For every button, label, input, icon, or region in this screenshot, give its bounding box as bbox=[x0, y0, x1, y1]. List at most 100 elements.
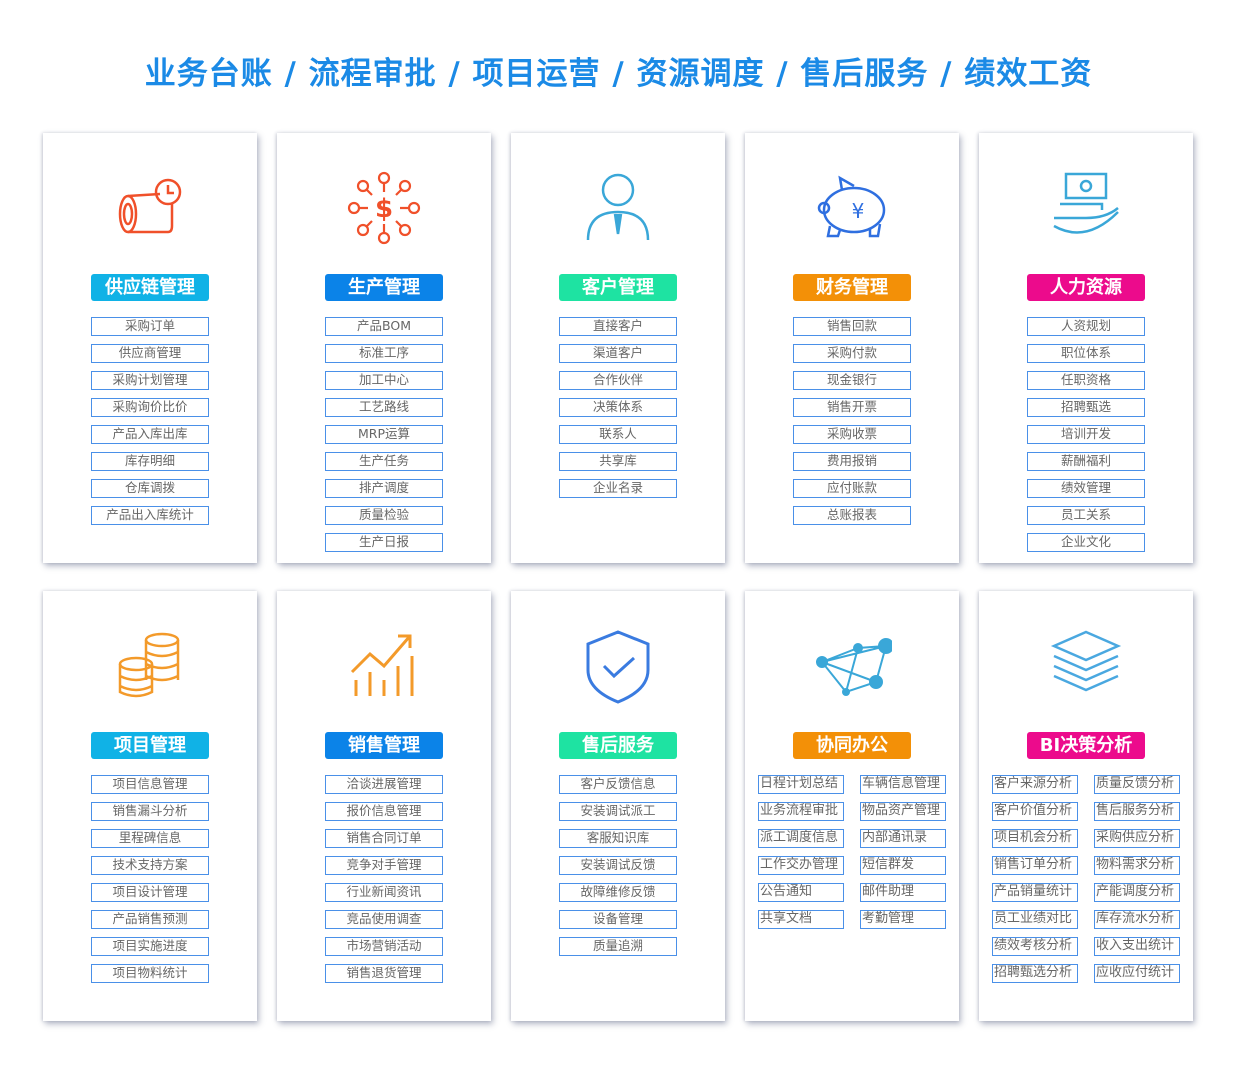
module-title[interactable]: 客户管理 bbox=[559, 274, 677, 301]
module-item[interactable]: 技术支持方案 bbox=[91, 856, 209, 875]
module-item[interactable]: 招聘甄选 bbox=[1027, 398, 1145, 417]
module-item[interactable]: 库存明细 bbox=[91, 452, 209, 471]
module-item[interactable]: 产品BOM bbox=[325, 317, 443, 336]
module-item[interactable]: 项目设计管理 bbox=[91, 883, 209, 902]
module-item[interactable]: 销售回款 bbox=[793, 317, 911, 336]
module-title[interactable]: 项目管理 bbox=[91, 732, 209, 759]
module-item[interactable]: 客户反馈信息 bbox=[559, 775, 677, 794]
module-item[interactable]: 库存流水分析 bbox=[1094, 910, 1180, 929]
module-item[interactable]: 客服知识库 bbox=[559, 829, 677, 848]
module-item[interactable]: 产能调度分析 bbox=[1094, 883, 1180, 902]
module-item[interactable]: 行业新闻资讯 bbox=[325, 883, 443, 902]
module-item[interactable]: 客户价值分析 bbox=[992, 802, 1078, 821]
module-item[interactable]: 费用报销 bbox=[793, 452, 911, 471]
module-item[interactable]: 绩效考核分析 bbox=[992, 937, 1078, 956]
module-item[interactable]: 加工中心 bbox=[325, 371, 443, 390]
module-item[interactable]: 质量追溯 bbox=[559, 937, 677, 956]
module-item[interactable]: 共享库 bbox=[559, 452, 677, 471]
module-item[interactable]: 项目信息管理 bbox=[91, 775, 209, 794]
module-item[interactable]: 企业文化 bbox=[1027, 533, 1145, 552]
module-item[interactable]: 里程碑信息 bbox=[91, 829, 209, 848]
module-title[interactable]: 销售管理 bbox=[325, 732, 443, 759]
module-item[interactable]: 采购收票 bbox=[793, 425, 911, 444]
module-item[interactable]: 销售合同订单 bbox=[325, 829, 443, 848]
module-item[interactable]: 绩效管理 bbox=[1027, 479, 1145, 498]
module-item[interactable]: 项目实施进度 bbox=[91, 937, 209, 956]
module-item[interactable]: 安装调试反馈 bbox=[559, 856, 677, 875]
module-item[interactable]: 应付账款 bbox=[793, 479, 911, 498]
module-item[interactable]: 职位体系 bbox=[1027, 344, 1145, 363]
module-item[interactable]: 车辆信息管理 bbox=[860, 775, 946, 794]
module-title[interactable]: 人力资源 bbox=[1027, 274, 1145, 301]
module-item[interactable]: 销售开票 bbox=[793, 398, 911, 417]
module-item[interactable]: 物料需求分析 bbox=[1094, 856, 1180, 875]
module-item[interactable]: 报价信息管理 bbox=[325, 802, 443, 821]
module-item[interactable]: 企业名录 bbox=[559, 479, 677, 498]
module-item[interactable]: 培训开发 bbox=[1027, 425, 1145, 444]
module-item[interactable]: 采购计划管理 bbox=[91, 371, 209, 390]
module-item[interactable]: 考勤管理 bbox=[860, 910, 946, 929]
module-title[interactable]: 财务管理 bbox=[793, 274, 911, 301]
module-item[interactable]: 生产日报 bbox=[325, 533, 443, 552]
module-item[interactable]: 公告通知 bbox=[758, 883, 844, 902]
module-item[interactable]: 内部通讯录 bbox=[860, 829, 946, 848]
module-item[interactable]: 安装调试派工 bbox=[559, 802, 677, 821]
module-item[interactable]: 渠道客户 bbox=[559, 344, 677, 363]
module-item[interactable]: 现金银行 bbox=[793, 371, 911, 390]
module-item[interactable]: 项目物料统计 bbox=[91, 964, 209, 983]
module-item[interactable]: 工作交办管理 bbox=[758, 856, 844, 875]
module-item[interactable]: 客户来源分析 bbox=[992, 775, 1078, 794]
module-item[interactable]: 市场营销活动 bbox=[325, 937, 443, 956]
module-item[interactable]: 派工调度信息 bbox=[758, 829, 844, 848]
module-item[interactable]: 决策体系 bbox=[559, 398, 677, 417]
module-item[interactable]: 共享文档 bbox=[758, 910, 844, 929]
module-title[interactable]: 售后服务 bbox=[559, 732, 677, 759]
module-item[interactable]: MRP运算 bbox=[325, 425, 443, 444]
module-item[interactable]: 人资规划 bbox=[1027, 317, 1145, 336]
module-title[interactable]: 供应链管理 bbox=[91, 274, 209, 301]
module-item[interactable]: 采购询价比价 bbox=[91, 398, 209, 417]
module-item[interactable]: 洽谈进展管理 bbox=[325, 775, 443, 794]
module-item[interactable]: 产品出入库统计 bbox=[91, 506, 209, 525]
module-item[interactable]: 质量检验 bbox=[325, 506, 443, 525]
module-item[interactable]: 收入支出统计 bbox=[1094, 937, 1180, 956]
module-item[interactable]: 仓库调拨 bbox=[91, 479, 209, 498]
module-item[interactable]: 总账报表 bbox=[793, 506, 911, 525]
module-item[interactable]: 销售退货管理 bbox=[325, 964, 443, 983]
module-item[interactable]: 员工业绩对比 bbox=[992, 910, 1078, 929]
module-item[interactable]: 销售订单分析 bbox=[992, 856, 1078, 875]
module-item[interactable]: 短信群发 bbox=[860, 856, 946, 875]
module-item[interactable]: 竞争对手管理 bbox=[325, 856, 443, 875]
module-item[interactable]: 竞品使用调查 bbox=[325, 910, 443, 929]
module-item[interactable]: 排产调度 bbox=[325, 479, 443, 498]
module-item[interactable]: 产品入库出库 bbox=[91, 425, 209, 444]
module-item[interactable]: 销售漏斗分析 bbox=[91, 802, 209, 821]
module-title[interactable]: BI决策分析 bbox=[1027, 732, 1145, 759]
module-item[interactable]: 工艺路线 bbox=[325, 398, 443, 417]
module-item[interactable]: 业务流程审批 bbox=[758, 802, 844, 821]
module-item[interactable]: 产品销量统计 bbox=[992, 883, 1078, 902]
module-item[interactable]: 采购订单 bbox=[91, 317, 209, 336]
module-item[interactable]: 采购付款 bbox=[793, 344, 911, 363]
module-item[interactable]: 设备管理 bbox=[559, 910, 677, 929]
module-item[interactable]: 采购供应分析 bbox=[1094, 829, 1180, 848]
module-item[interactable]: 故障维修反馈 bbox=[559, 883, 677, 902]
module-item[interactable]: 员工关系 bbox=[1027, 506, 1145, 525]
module-title[interactable]: 生产管理 bbox=[325, 274, 443, 301]
module-item[interactable]: 供应商管理 bbox=[91, 344, 209, 363]
module-item[interactable]: 邮件助理 bbox=[860, 883, 946, 902]
module-item[interactable]: 物品资产管理 bbox=[860, 802, 946, 821]
module-item[interactable]: 直接客户 bbox=[559, 317, 677, 336]
module-item[interactable]: 招聘甄选分析 bbox=[992, 964, 1078, 983]
module-item[interactable]: 应收应付统计 bbox=[1094, 964, 1180, 983]
module-item[interactable]: 质量反馈分析 bbox=[1094, 775, 1180, 794]
module-item[interactable]: 产品销售预测 bbox=[91, 910, 209, 929]
module-item[interactable]: 任职资格 bbox=[1027, 371, 1145, 390]
module-item[interactable]: 项目机会分析 bbox=[992, 829, 1078, 848]
module-item[interactable]: 标准工序 bbox=[325, 344, 443, 363]
module-item[interactable]: 薪酬福利 bbox=[1027, 452, 1145, 471]
module-item[interactable]: 联系人 bbox=[559, 425, 677, 444]
module-item[interactable]: 生产任务 bbox=[325, 452, 443, 471]
module-title[interactable]: 协同办公 bbox=[793, 732, 911, 759]
module-item[interactable]: 合作伙伴 bbox=[559, 371, 677, 390]
